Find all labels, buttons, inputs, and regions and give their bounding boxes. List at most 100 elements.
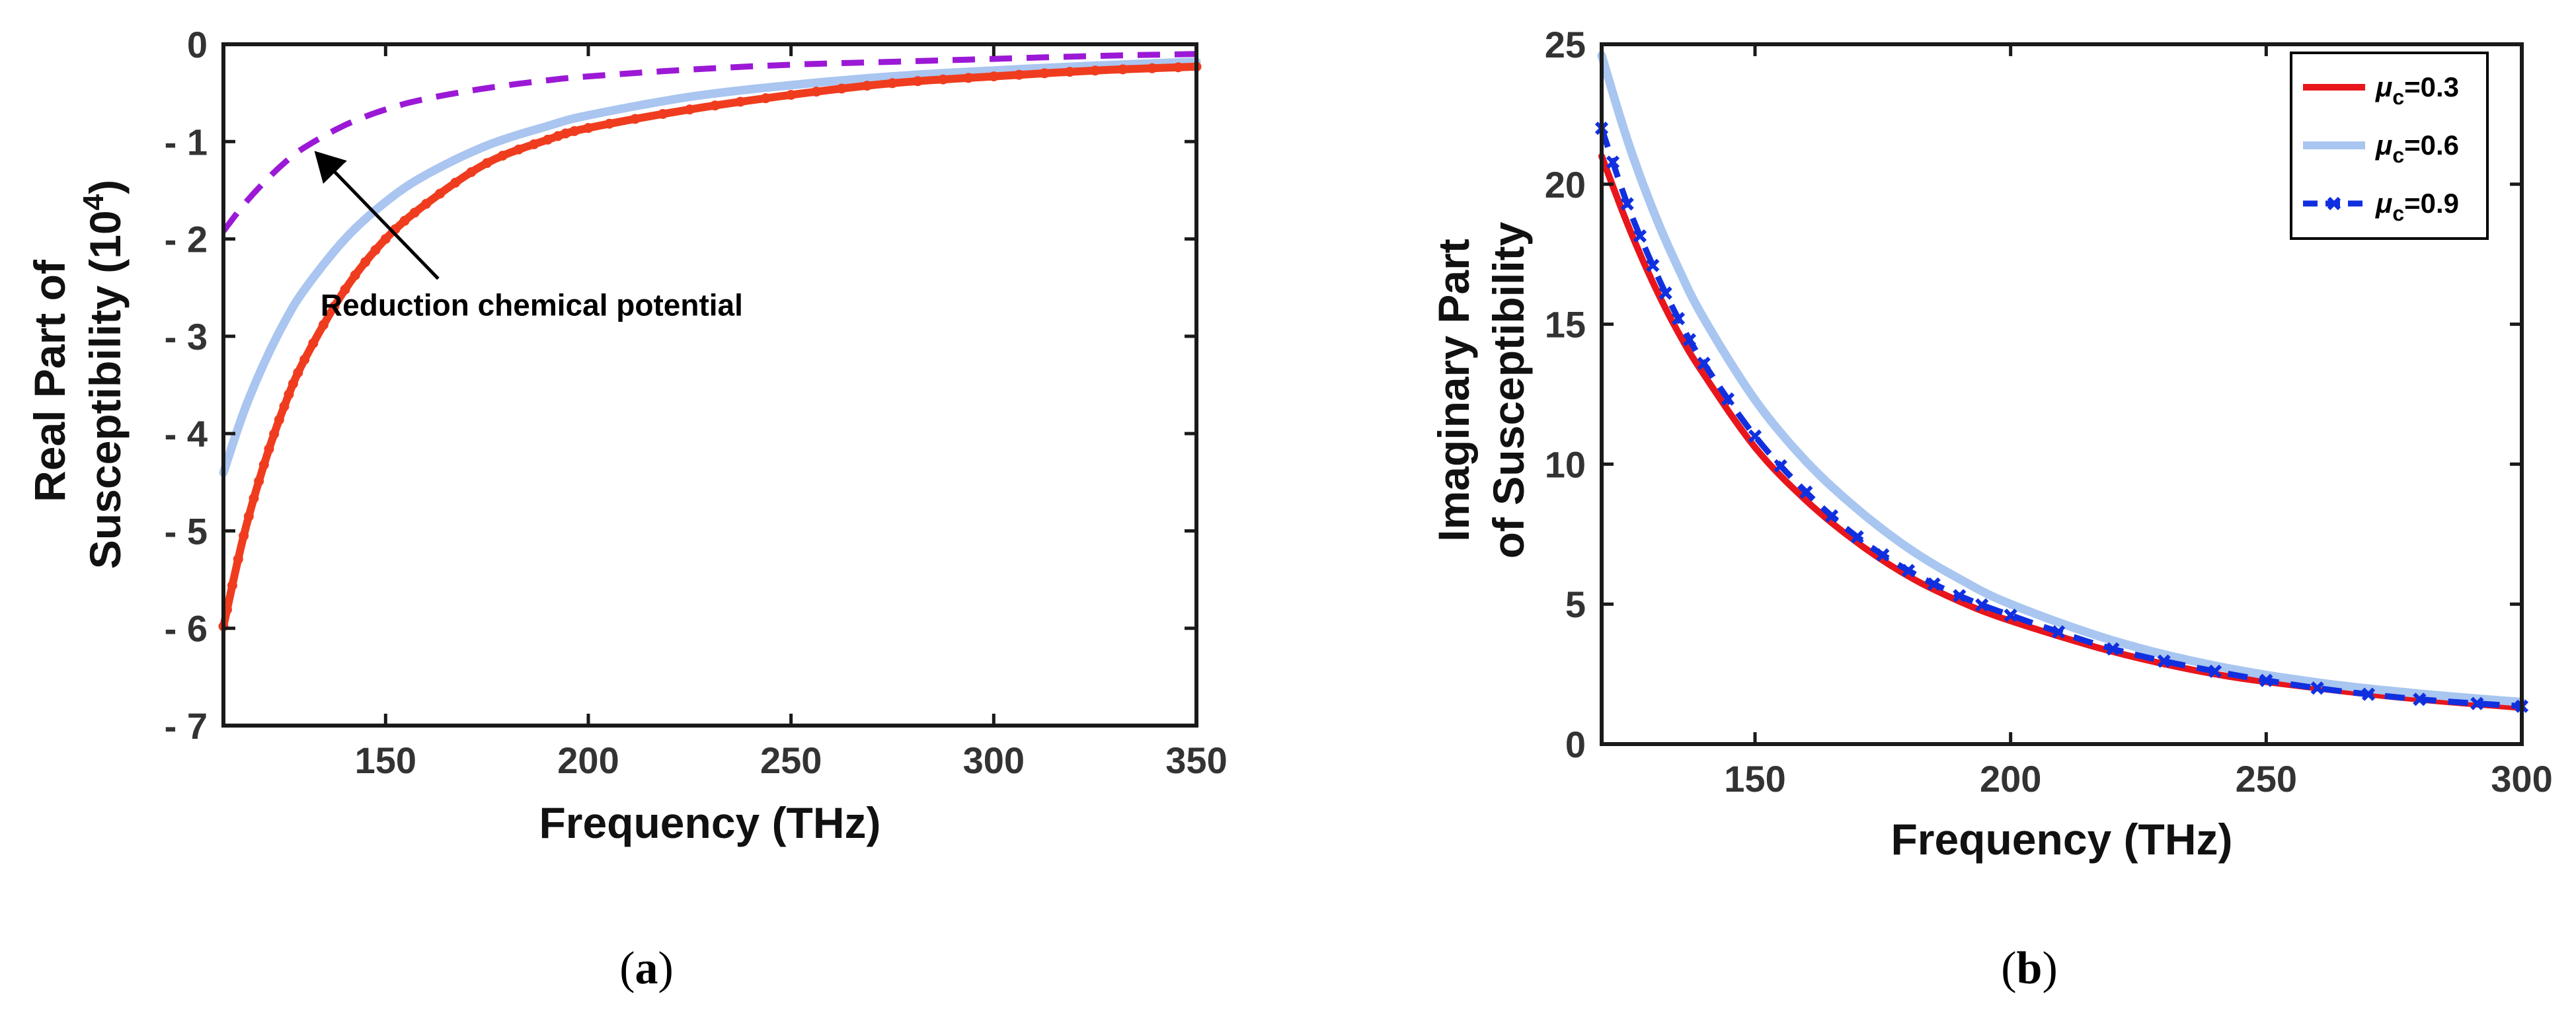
series-marker xyxy=(2052,625,2066,639)
panel-a-annotation-arrow xyxy=(314,151,440,280)
series-marker xyxy=(735,96,746,107)
panel-b-legend: μc=0.3 μc=0.6 μc=0.9 xyxy=(2290,52,2489,240)
y-tick-label: 20 xyxy=(1545,164,1586,206)
series-marker xyxy=(239,531,249,541)
panel-b-x-ticks: 150 200 250 300 xyxy=(1724,44,2553,800)
x-tick-label: 150 xyxy=(1724,758,1785,800)
series-marker xyxy=(1799,485,1813,499)
series-marker xyxy=(836,83,847,94)
panel-b-x-axis-label: Frequency (THz) xyxy=(1891,815,2232,864)
series-marker xyxy=(329,301,340,311)
series-marker xyxy=(1850,530,1864,544)
series-marker xyxy=(529,139,539,149)
series-marker xyxy=(2157,654,2171,668)
series-marker xyxy=(2361,687,2376,701)
series-marker xyxy=(1646,258,1660,272)
y-tick-label: 25 xyxy=(1545,24,1586,65)
panel-b-caption-letter: b xyxy=(2017,943,2043,994)
series-marker xyxy=(514,144,524,155)
series-marker xyxy=(1633,229,1647,243)
y-tick-label: - 3 xyxy=(165,316,208,358)
series-marker xyxy=(1173,62,1183,73)
series-marker xyxy=(1876,548,1890,562)
series-marker xyxy=(1774,459,1787,473)
series-marker xyxy=(497,151,508,161)
series-marker xyxy=(274,414,284,425)
series-marker xyxy=(1824,509,1839,523)
series-marker xyxy=(293,367,303,378)
a-series-line xyxy=(221,51,1197,233)
series-marker xyxy=(227,580,237,591)
y-tick-label: - 2 xyxy=(165,219,208,260)
series-marker xyxy=(630,114,641,124)
series-marker xyxy=(1721,392,1735,406)
panel-a-chart: Reduction chemical potential 150 200 250 30… xyxy=(25,24,1228,994)
series-marker xyxy=(243,511,254,521)
series-marker xyxy=(308,338,319,348)
series-marker xyxy=(1953,589,1967,603)
series-marker xyxy=(1671,312,1686,326)
panel-b-series xyxy=(1594,51,2529,713)
series-marker xyxy=(938,74,949,85)
y-tick-label: - 7 xyxy=(165,705,208,747)
series-marker xyxy=(299,354,310,365)
series-marker xyxy=(264,443,274,454)
series-marker xyxy=(963,73,974,83)
series-marker xyxy=(1927,577,1941,591)
x-tick-label: 300 xyxy=(963,739,1025,781)
series-marker xyxy=(1659,286,1672,300)
series-marker xyxy=(583,123,594,133)
panel-b-y-axis-label-line1: Imaginary Part xyxy=(1429,239,1478,542)
panel-b-y-ticks: 0 5 10 15 20 25 xyxy=(1545,24,2522,765)
series-marker xyxy=(288,379,298,389)
panel-b-y-axis-label-line2: of Susceptibility xyxy=(1484,221,1533,558)
x-tick-label: 350 xyxy=(1165,739,1227,781)
series-marker xyxy=(450,178,461,188)
panel-a-annotation-text: Reduction chemical potential xyxy=(321,288,743,322)
series-marker xyxy=(569,126,580,136)
series-marker xyxy=(249,493,259,504)
series-marker xyxy=(318,320,329,330)
series-marker xyxy=(604,118,615,129)
y-tick-label: - 1 xyxy=(165,121,208,163)
panel-a-y-label-exponent: 4 xyxy=(77,194,110,210)
panel-a-y-label-main: Susceptibility (10 xyxy=(81,210,130,569)
series-marker xyxy=(2310,681,2324,695)
legend-label: μc=0.3 xyxy=(2375,71,2459,109)
y-tick-label: 15 xyxy=(1545,304,1586,346)
panel-a-series xyxy=(218,51,1202,632)
series-marker xyxy=(2106,642,2120,656)
series-marker xyxy=(409,207,420,218)
series-marker xyxy=(350,270,360,280)
series-marker xyxy=(340,284,350,295)
series-marker xyxy=(399,215,410,226)
x-tick-label: 250 xyxy=(760,739,822,781)
series-marker xyxy=(710,100,721,111)
series-marker xyxy=(811,87,822,97)
panel-a-axes-box xyxy=(221,42,1198,728)
y-tick-label: 5 xyxy=(1565,584,1586,625)
series-marker xyxy=(887,78,898,89)
series-marker xyxy=(258,459,269,470)
x-tick-label: 200 xyxy=(557,739,619,781)
panel-a-y-label-close: ) xyxy=(81,180,130,194)
x-tick-label: 250 xyxy=(2236,758,2297,800)
series-marker xyxy=(786,90,797,100)
series-marker xyxy=(360,257,371,268)
series-marker xyxy=(1090,65,1101,76)
legend-label: μc=0.9 xyxy=(2375,188,2459,225)
series-marker xyxy=(421,199,432,209)
series-marker xyxy=(435,188,446,199)
y-tick-label: 10 xyxy=(1545,443,1586,485)
x-tick-label: 150 xyxy=(355,739,416,781)
panel-a-caption: (a) xyxy=(619,943,674,994)
series-marker xyxy=(370,245,381,255)
series-marker xyxy=(561,128,570,139)
series-marker xyxy=(1039,68,1050,79)
y-tick-label: - 6 xyxy=(165,608,208,650)
panel-b-caption: (b) xyxy=(2001,943,2058,994)
panel-a-y-ticks: 0 - 1 - 2 - 3 - 4 - 5 - 6 - 7 xyxy=(165,24,1196,747)
series-marker xyxy=(2259,673,2273,687)
